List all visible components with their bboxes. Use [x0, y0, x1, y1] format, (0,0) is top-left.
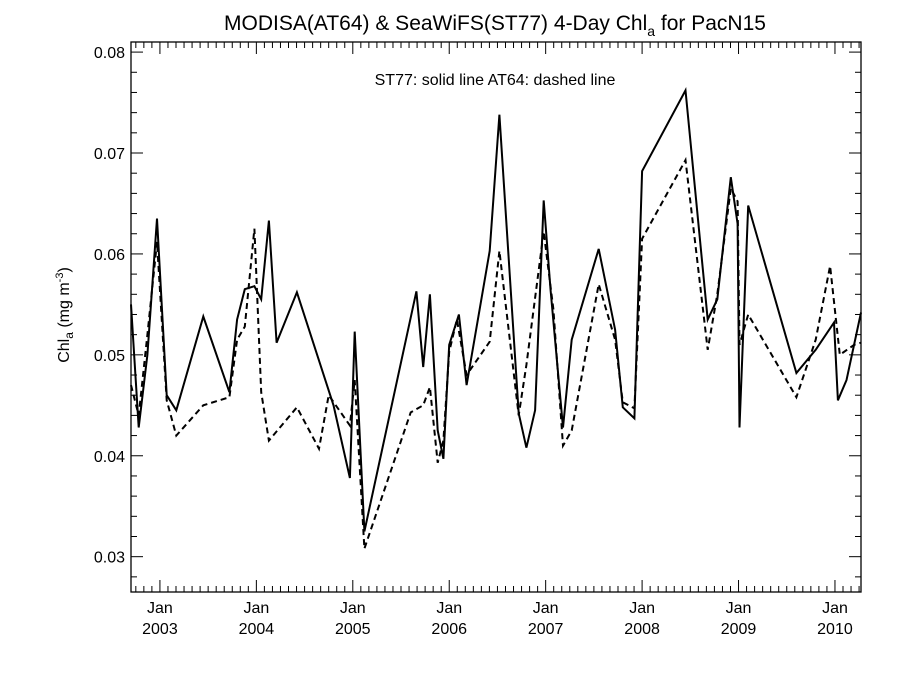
x-tick-year-label: 2008 — [624, 621, 660, 638]
plot-frame — [130, 41, 862, 593]
x-tick-year-label: 2006 — [431, 621, 467, 638]
series-line-at64 — [130, 156, 862, 549]
x-tick-year-label: 2007 — [528, 621, 564, 638]
axis-ticks — [131, 42, 861, 592]
chart-title-subscript: a — [647, 23, 655, 39]
chart-title-main: MODISA(AT64) & SeaWiFS(ST77) 4-Day Chl — [224, 12, 647, 35]
y-axis-label-unit-close: ) — [56, 267, 73, 272]
x-tick-month-label: Jan — [533, 600, 559, 617]
legend-note: ST77: solid line AT64: dashed line — [375, 72, 616, 89]
x-tick-month-label: Jan — [147, 600, 173, 617]
x-tick-month-label: Jan — [822, 600, 848, 617]
y-tick-label: 0.03 — [94, 550, 125, 567]
x-tick-year-label: 2003 — [142, 621, 178, 638]
series-line-st77 — [130, 87, 862, 532]
y-tick-label: 0.04 — [94, 449, 125, 466]
x-tick-month-label: Jan — [436, 600, 462, 617]
y-axis-label: Chla (mg m-3) — [54, 267, 76, 363]
y-tick-label: 0.06 — [94, 247, 125, 264]
x-tick-year-label: 2005 — [335, 621, 371, 638]
y-tick-label: 0.08 — [94, 45, 125, 62]
y-tick-label: 0.07 — [94, 146, 125, 163]
x-tick-month-label: Jan — [726, 600, 752, 617]
chart-title-suffix: for PacN15 — [655, 12, 766, 35]
x-tick-month-label: Jan — [629, 600, 655, 617]
x-tick-year-label: 2004 — [239, 621, 275, 638]
x-tick-year-label: 2010 — [817, 621, 853, 638]
series-group — [130, 87, 862, 549]
tick-labels: 0.03 0.04 0.05 0.06 0.07 0.08 Jan 2003 Jan 2004 Ja… — [94, 45, 853, 638]
y-axis-label-subscript: a — [62, 332, 76, 339]
y-axis-label-unit: (mg m — [56, 282, 73, 332]
y-axis-label-main: Chl — [56, 339, 73, 363]
y-tick-label: 0.05 — [94, 348, 125, 365]
chart-title: MODISA(AT64) & SeaWiFS(ST77) 4-Day Chla … — [224, 12, 766, 39]
x-tick-month-label: Jan — [340, 600, 366, 617]
y-axis-label-superscript: -3 — [54, 273, 66, 283]
x-tick-month-label: Jan — [243, 600, 269, 617]
x-tick-year-label: 2009 — [721, 621, 757, 638]
